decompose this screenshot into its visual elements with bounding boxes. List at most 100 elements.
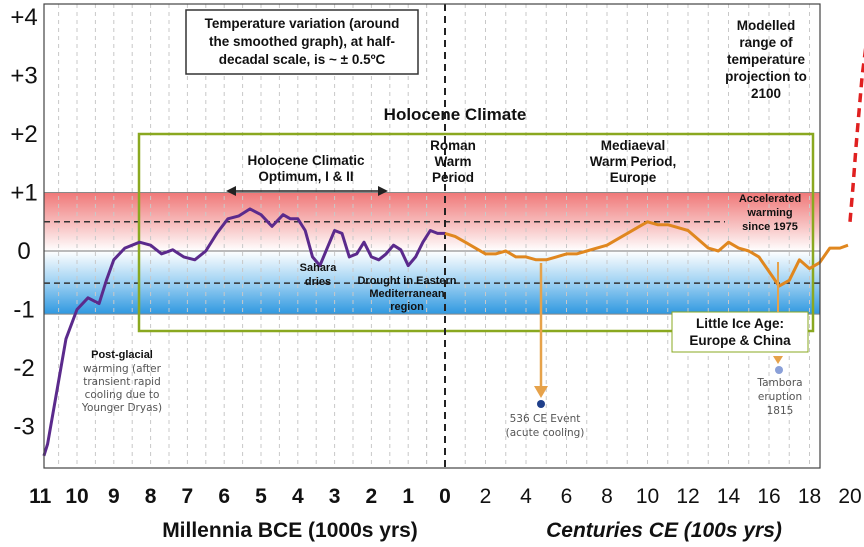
svg-text:Temperature variation (around: Temperature variation (around xyxy=(205,16,400,31)
y-tick-label: +3 xyxy=(10,63,37,90)
svg-text:Warm Period,: Warm Period, xyxy=(590,154,677,169)
x-tick-label-ce: 14 xyxy=(717,485,741,508)
accelerated-warming-label: Accelerated warming since 1975 xyxy=(739,193,801,233)
little-ice-age-box xyxy=(671,311,809,353)
svg-text:the smoothed graph), at half-: the smoothed graph), at half- xyxy=(209,34,395,49)
y-tick-label: +4 xyxy=(10,4,37,31)
svg-text:Tambora: Tambora xyxy=(756,377,802,389)
svg-text:projection to: projection to xyxy=(725,69,807,84)
x-tick-label-ce: 12 xyxy=(676,485,699,508)
x-tick-label-ce: 10 xyxy=(636,485,659,508)
y-tick-label: -3 xyxy=(13,414,34,441)
svg-text:transient rapid: transient rapid xyxy=(83,376,160,388)
svg-text:Younger Dryas): Younger Dryas) xyxy=(81,402,162,414)
x-tick-label-bce: 4 xyxy=(292,485,304,508)
svg-text:cooling due to: cooling due to xyxy=(85,389,160,401)
event-536-arrow-head xyxy=(534,386,548,398)
x-tick-label-ce: 4 xyxy=(520,485,532,508)
series-bce-line xyxy=(42,207,445,457)
x-tick-label-bce: 7 xyxy=(182,485,194,508)
x-tick-label-ce: 6 xyxy=(561,485,573,508)
x-axis-title-bce: Millennia BCE (1000s yrs) xyxy=(162,519,418,542)
svg-text:Holocene Climatic: Holocene Climatic xyxy=(247,153,365,168)
event-536-marker xyxy=(537,400,545,408)
svg-text:2100: 2100 xyxy=(751,86,781,101)
svg-text:Period: Period xyxy=(432,170,474,185)
svg-text:decadal scale, is ~ ± 0.5ºC: decadal scale, is ~ ± 0.5ºC xyxy=(219,52,386,67)
climatic-optimum-label: Holocene Climatic Optimum, I & II xyxy=(247,153,365,184)
sahara-dries-label: Sahara dries xyxy=(300,262,338,288)
x-tick-label-bce: 6 xyxy=(218,485,230,508)
x-tick-label-bce: 1 xyxy=(402,485,414,508)
svg-text:(acute cooling): (acute cooling) xyxy=(506,427,585,439)
x-axis-ticks: 11109876543210246810121416182022 xyxy=(29,485,862,508)
x-tick-label-bce: 11 xyxy=(29,485,52,508)
svg-text:Sahara: Sahara xyxy=(300,262,338,274)
plot-border xyxy=(43,3,821,469)
tambora-arrow-head xyxy=(773,356,783,364)
svg-text:Optimum, I & II: Optimum, I & II xyxy=(258,169,353,184)
svg-text:Europe: Europe xyxy=(610,170,657,185)
optimum-arrow-head-right xyxy=(378,186,388,196)
mediaeval-warm-period-label: Mediaeval Warm Period, Europe xyxy=(590,138,677,185)
projection-label: Modelled range of temperature projection… xyxy=(725,18,807,101)
svg-text:since 1975: since 1975 xyxy=(742,221,798,233)
svg-text:Drought in Eastern: Drought in Eastern xyxy=(357,275,456,287)
svg-text:Accelerated: Accelerated xyxy=(739,193,801,205)
svg-text:Post-glacial: Post-glacial xyxy=(91,349,153,361)
y-tick-label: 0 xyxy=(17,238,30,265)
svg-text:Mediaeval: Mediaeval xyxy=(601,138,666,153)
roman-warm-period-label: Roman Warm Period xyxy=(430,138,476,185)
svg-text:eruption: eruption xyxy=(758,391,802,403)
svg-text:Modelled: Modelled xyxy=(737,18,796,33)
y-tick-label: -1 xyxy=(13,297,34,324)
series-ce-line xyxy=(444,220,849,288)
tambora-marker xyxy=(775,366,783,374)
svg-text:Little Ice Age:: Little Ice Age: xyxy=(696,316,784,331)
svg-text:Warm: Warm xyxy=(434,154,471,169)
svg-text:warming (after: warming (after xyxy=(83,363,162,375)
x-tick-label-bce: 3 xyxy=(329,485,341,508)
x-tick-label-ce: 2 xyxy=(480,485,492,508)
svg-text:region: region xyxy=(390,301,424,313)
svg-text:Roman: Roman xyxy=(430,138,476,153)
cool-band xyxy=(44,251,820,315)
x-tick-label-bce: 2 xyxy=(366,485,378,508)
warm-band xyxy=(44,192,820,251)
svg-text:1815: 1815 xyxy=(767,405,794,417)
x-tick-label-bce: 9 xyxy=(108,485,120,508)
svg-text:Mediterranean: Mediterranean xyxy=(369,288,444,300)
optimum-arrow-head-left xyxy=(226,186,236,196)
x-tick-label-ce: 20 xyxy=(838,485,861,508)
x-tick-label-ce: 18 xyxy=(798,485,821,508)
post-glacial-label: Post-glacial warming (after transient ra… xyxy=(81,349,162,414)
series-projection-line xyxy=(848,47,864,222)
vertical-grid xyxy=(58,4,810,468)
svg-text:warming: warming xyxy=(746,207,792,219)
chart-title: Holocene Climate xyxy=(384,105,527,124)
drought-label: Drought in Eastern Mediterranean region xyxy=(357,275,456,313)
x-tick-label-bce: 8 xyxy=(145,485,157,508)
y-tick-label: +1 xyxy=(10,180,37,207)
svg-text:dries: dries xyxy=(305,276,331,288)
y-tick-label: -2 xyxy=(13,355,34,382)
y-axis-ticks: +4 +3 +2 +1 0 -1 -2 -3 xyxy=(10,4,37,441)
svg-text:range of: range of xyxy=(739,35,793,50)
tambora-label: Tambora eruption 1815 xyxy=(756,377,802,417)
y-tick-label: +2 xyxy=(10,121,37,148)
little-ice-age-label: Little Ice Age: Europe & China xyxy=(689,316,791,348)
svg-text:temperature: temperature xyxy=(727,52,806,67)
svg-text:536 CE Event: 536 CE Event xyxy=(510,413,581,425)
info-box-text: Temperature variation (around the smooth… xyxy=(205,16,400,67)
info-box xyxy=(185,9,419,75)
green-frame xyxy=(137,132,815,333)
x-tick-label-bce: 5 xyxy=(255,485,267,508)
x-tick-label-bce: 10 xyxy=(65,485,88,508)
svg-text:Europe & China: Europe & China xyxy=(689,333,791,348)
x-tick-label-ce: 0 xyxy=(439,485,451,508)
x-axis-title-ce: Centuries CE (100s yrs) xyxy=(546,519,782,542)
x-tick-label-ce: 8 xyxy=(601,485,613,508)
event-536-label: 536 CE Event (acute cooling) xyxy=(506,413,585,439)
x-tick-label-ce: 16 xyxy=(757,485,780,508)
